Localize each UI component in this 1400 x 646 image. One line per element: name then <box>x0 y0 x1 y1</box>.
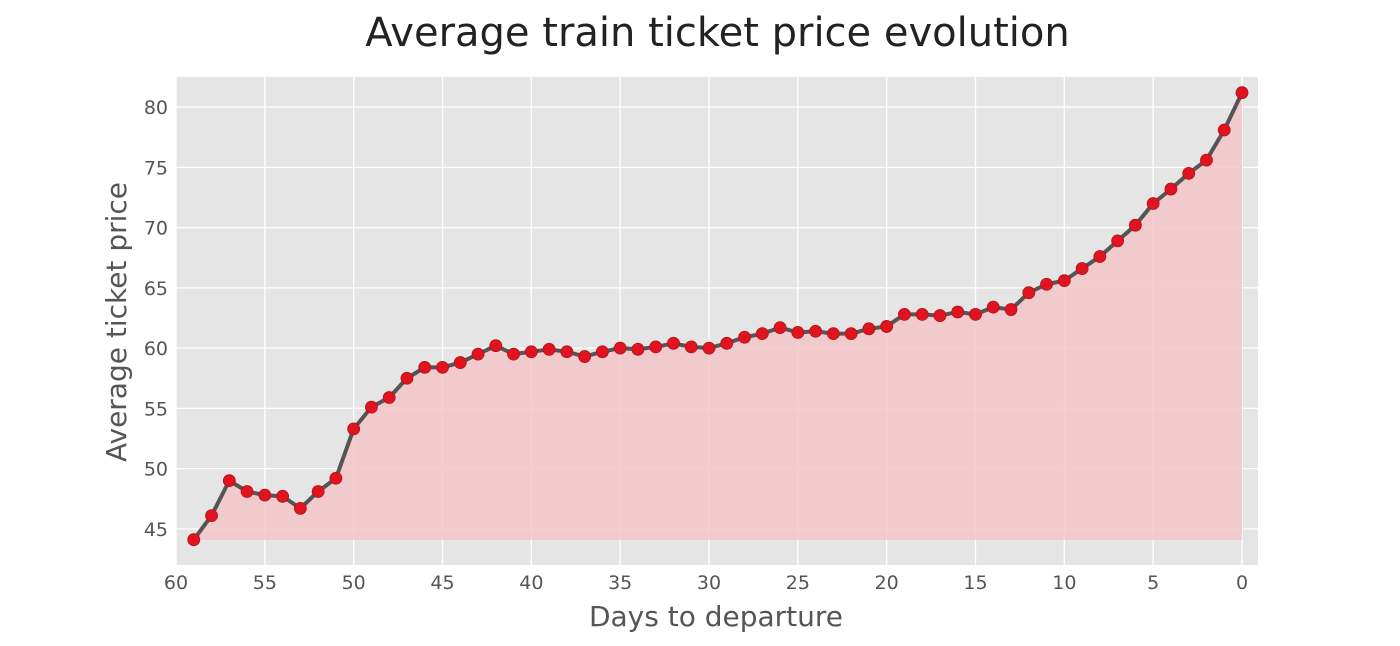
data-point <box>400 371 414 385</box>
data-point <box>1075 262 1089 275</box>
data-point <box>311 485 325 498</box>
data-point <box>791 326 805 339</box>
data-point <box>613 341 627 355</box>
data-point <box>471 347 485 361</box>
data-point <box>293 501 307 515</box>
data-point <box>507 347 520 361</box>
y-tick-label: 65 <box>144 278 168 300</box>
x-tick-label: 25 <box>786 572 810 594</box>
x-tick-label: 50 <box>342 572 366 594</box>
y-tick-label: 50 <box>144 459 168 481</box>
data-point <box>969 307 982 321</box>
data-point <box>1004 303 1018 316</box>
data-point <box>1182 166 1196 180</box>
data-point <box>418 360 432 374</box>
data-point <box>205 509 218 522</box>
y-tick-label: 80 <box>144 97 168 119</box>
area-fill <box>193 92 1243 540</box>
data-point <box>1057 274 1071 288</box>
data-point <box>524 345 538 359</box>
data-point <box>986 300 1000 314</box>
x-tick-label: 45 <box>430 572 454 594</box>
data-point <box>809 324 822 338</box>
data-point <box>329 471 343 485</box>
data-point <box>773 321 787 335</box>
x-tick-label: 40 <box>519 572 543 594</box>
x-tick-label: 30 <box>697 572 721 594</box>
x-tick-label: 5 <box>1147 572 1159 594</box>
data-point <box>1111 234 1125 248</box>
x-tick-label: 60 <box>164 572 188 594</box>
x-tick-label: 20 <box>875 572 899 594</box>
data-point <box>684 340 698 354</box>
data-point <box>240 485 254 498</box>
data-point <box>1022 286 1036 300</box>
data-point <box>631 342 645 356</box>
data-point <box>453 356 467 369</box>
data-point <box>258 488 272 502</box>
data-point <box>222 474 236 488</box>
data-point <box>1040 277 1053 291</box>
data-point <box>1235 86 1249 100</box>
data-point <box>1200 153 1213 167</box>
data-point <box>880 320 894 333</box>
x-tick-label: 10 <box>1052 572 1076 594</box>
data-point <box>667 336 680 350</box>
data-point <box>276 489 290 503</box>
data-point <box>596 345 609 359</box>
data-point <box>951 305 965 319</box>
data-point <box>365 400 378 414</box>
data-point <box>738 330 751 344</box>
y-tick-label: 75 <box>144 157 168 179</box>
data-point <box>720 336 734 350</box>
data-point <box>1164 182 1178 196</box>
data-point <box>649 340 663 354</box>
x-tick-label: 55 <box>253 572 277 594</box>
data-point <box>826 327 840 341</box>
data-point <box>347 422 361 436</box>
data-point <box>1217 123 1231 137</box>
y-tick-label: 60 <box>144 338 168 360</box>
data-point <box>489 339 503 353</box>
x-tick-label: 0 <box>1236 572 1248 594</box>
y-tick-label: 55 <box>144 398 168 420</box>
data-point <box>933 309 947 322</box>
data-point <box>382 391 396 404</box>
data-point <box>1146 197 1160 210</box>
data-point <box>542 342 556 356</box>
x-axis-label: Days to departure <box>589 600 843 633</box>
data-point <box>755 327 769 341</box>
chart-title: Average train ticket price evolution <box>365 10 1070 56</box>
data-point <box>578 350 592 363</box>
data-point <box>844 327 858 341</box>
data-point <box>1093 250 1107 263</box>
data-point <box>898 307 911 321</box>
data-point <box>560 345 574 359</box>
x-tick-label: 15 <box>963 572 987 594</box>
y-tick-label: 70 <box>144 218 168 240</box>
data-point <box>702 341 716 355</box>
data-point <box>862 322 876 336</box>
x-tick-label: 35 <box>608 572 632 594</box>
y-tick-label: 45 <box>144 519 168 541</box>
y-axis-label: Average ticket price <box>100 182 133 462</box>
data-point <box>915 307 929 321</box>
data-point <box>436 360 449 374</box>
data-point <box>187 533 201 547</box>
data-point <box>1129 218 1142 232</box>
